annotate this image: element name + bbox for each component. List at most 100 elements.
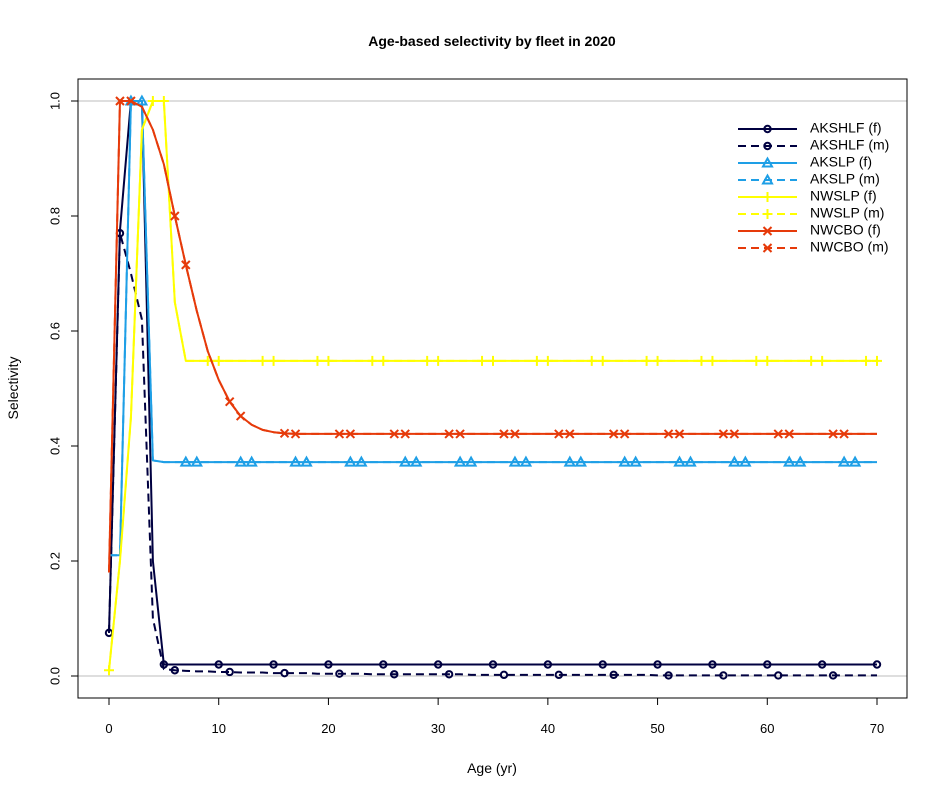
data-point (409, 455, 423, 467)
y-tick-label: 1.0 (47, 92, 62, 110)
x-axis: 0 10 20 30 40 50 60 70 (105, 697, 884, 736)
legend-label: NWSLP (f) (810, 188, 877, 204)
data-point (433, 660, 443, 669)
data-point (488, 355, 498, 366)
data-point (355, 455, 368, 467)
legend-marker (763, 141, 772, 151)
y-axis-title: Selectivity (5, 356, 21, 419)
data-point (268, 355, 279, 366)
data-point (379, 660, 388, 669)
data-point (664, 671, 673, 680)
data-point (817, 355, 828, 366)
x-axis-title: Age (yr) (467, 760, 517, 776)
series-line (108, 100, 877, 573)
reference-lines (78, 100, 907, 677)
x-tick-label: 10 (211, 721, 225, 736)
data-point (763, 660, 772, 669)
x-tick-label: 30 (431, 721, 445, 736)
data-point (158, 96, 169, 106)
legend-label: AKSLP (f) (810, 154, 872, 170)
legend-label: AKSLP (m) (810, 171, 880, 187)
data-point (488, 660, 498, 669)
legend-item: AKSLP (f) (738, 154, 872, 170)
legend-item: NWSLP (f) (738, 188, 877, 204)
x-tick-label: 20 (321, 721, 335, 736)
series-line (108, 100, 877, 671)
data-point (817, 660, 827, 669)
series-layer (104, 94, 882, 680)
legend-marker (762, 209, 773, 219)
y-tick-label: 0.8 (47, 207, 62, 225)
data-point (543, 660, 553, 669)
legend-label: NWSLP (m) (810, 205, 884, 221)
legend-item: AKSLP (m) (738, 171, 880, 187)
series-nwcbo-f (108, 96, 877, 573)
data-point (279, 428, 290, 439)
data-point (126, 96, 136, 106)
data-point (455, 429, 465, 439)
data-point (104, 665, 114, 676)
data-point (390, 670, 399, 679)
data-point (828, 671, 838, 680)
chart-title: Age-based selectivity by fleet in 2020 (368, 33, 616, 49)
data-point (170, 666, 180, 675)
data-point (290, 429, 301, 439)
x-tick-label: 0 (105, 721, 112, 736)
series-akshlf-f (104, 100, 882, 669)
data-point (323, 355, 334, 366)
series-line (109, 100, 877, 557)
data-point (848, 455, 862, 467)
series-nwslp-f (108, 96, 877, 671)
data-point (280, 668, 289, 678)
data-point (235, 411, 246, 421)
data-point (653, 660, 662, 669)
data-point (170, 211, 180, 221)
x-tick-label: 40 (541, 721, 555, 736)
x-tick-label: 70 (870, 721, 884, 736)
legend: AKSHLF (f)AKSHLF (m)AKSLP (f)AKSLP (m)NW… (738, 120, 889, 255)
data-point (444, 670, 454, 679)
data-point (499, 429, 509, 439)
data-point (574, 455, 587, 467)
data-point (793, 455, 807, 467)
data-point (499, 670, 509, 680)
legend-marker (761, 173, 774, 185)
series-line (108, 100, 877, 666)
data-point (739, 455, 752, 467)
plot-frame (77, 78, 908, 699)
data-point (214, 660, 223, 669)
data-point (324, 660, 333, 669)
series-akslp-m (109, 94, 877, 557)
data-point (345, 429, 356, 439)
series-line (109, 100, 877, 557)
legend-item: NWCBO (f) (738, 222, 881, 238)
legend-label: AKSHLF (f) (810, 120, 882, 136)
data-point (554, 670, 564, 680)
data-point (719, 671, 728, 680)
y-tick-label: 0.2 (47, 552, 62, 570)
legend-marker (762, 226, 773, 236)
legend-marker (762, 243, 773, 253)
y-tick-label: 0.0 (47, 667, 62, 685)
data-point (378, 355, 389, 366)
data-point (519, 455, 533, 467)
data-point (718, 429, 729, 439)
data-point (872, 355, 882, 366)
data-point (784, 429, 794, 439)
data-point (597, 355, 608, 366)
data-point (673, 455, 686, 467)
data-point (839, 429, 849, 439)
legend-label: NWCBO (f) (810, 222, 881, 238)
data-point (433, 355, 444, 366)
series-akshlf-m (108, 229, 877, 680)
data-point (629, 455, 642, 467)
series-line (108, 100, 877, 573)
data-point (464, 455, 478, 467)
data-point (245, 455, 258, 467)
data-point (708, 660, 717, 669)
data-point (674, 429, 685, 439)
data-point (135, 94, 149, 106)
data-point (213, 355, 224, 366)
data-point (300, 455, 313, 467)
